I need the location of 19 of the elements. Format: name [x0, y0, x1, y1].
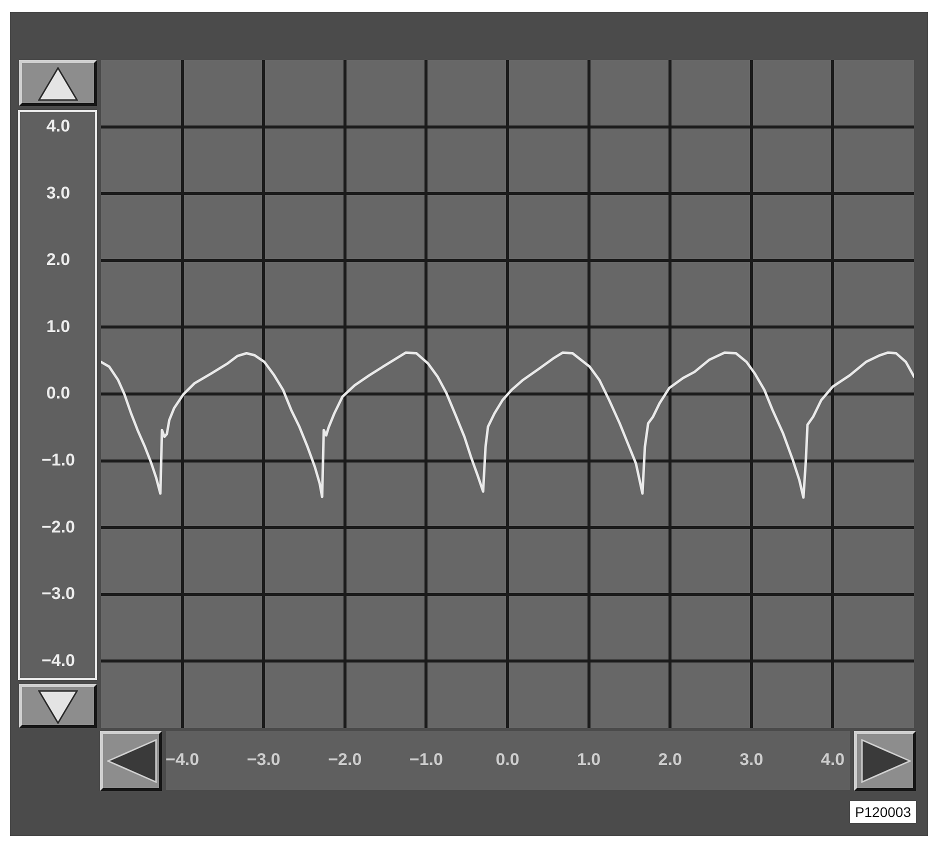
x-tick-label: −3.0 [246, 750, 280, 769]
y-tick-label: 2.0 [46, 250, 70, 270]
x-tick-label: 1.0 [576, 750, 601, 769]
text: P120003 [850, 801, 916, 823]
x-tick-label: 3.0 [740, 750, 764, 769]
x-tick-label: 0.0 [496, 750, 520, 769]
y-tick-label: −4.0 [41, 650, 75, 670]
x-tick-label: 2.0 [658, 750, 682, 769]
y-tick-label: 1.0 [46, 316, 70, 336]
y-tick-label: 4.0 [46, 116, 70, 136]
y-tick-label: −1.0 [41, 450, 75, 470]
x-tick-label: 4.0 [820, 750, 845, 769]
x-tick-label: −4.0 [166, 750, 200, 769]
y-tick-label: −3.0 [41, 584, 75, 604]
y-tick-label: 0.0 [46, 384, 70, 403]
y-tick-label: 3.0 [46, 183, 70, 202]
x-tick-label: −2.0 [328, 750, 362, 769]
y-tick-label: −2.0 [41, 517, 75, 536]
x-tick-label: −1.0 [409, 750, 443, 769]
